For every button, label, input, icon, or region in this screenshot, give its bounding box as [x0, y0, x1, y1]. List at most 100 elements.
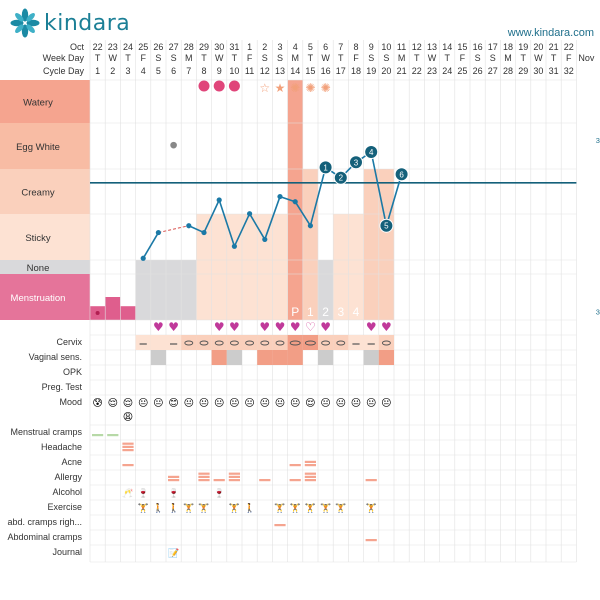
cycle-day-label: 4 [141, 66, 146, 76]
ovulation-marker: ✺ [321, 81, 331, 95]
vaginal-sensation-cell [150, 350, 166, 365]
kindara-logo[interactable]: kindara [10, 6, 130, 40]
date-label: 27 [169, 42, 179, 52]
cycle-day-label: 25 [457, 66, 467, 76]
weekday-label: M [291, 53, 299, 63]
temp-point-numbered [364, 145, 379, 159]
fluid-band-watery [0, 80, 90, 123]
temp-point-numbered [349, 155, 363, 170]
row-label: Cervix [56, 337, 82, 347]
menstruation-bar [120, 306, 136, 320]
cycle-day-label: 11 [245, 66, 254, 76]
exercise-icon: 🏋 [229, 502, 240, 514]
alcohol-icon: 🥂 [122, 488, 133, 499]
exercise-icon: 🏋 [305, 502, 316, 514]
next-month-label: Nov [578, 53, 595, 63]
weekday-label: T [95, 53, 101, 63]
weekday-label: S [155, 53, 161, 63]
cervix-open-mark [289, 340, 301, 346]
weekday-label: W [321, 53, 330, 63]
fluid-label: Creamy [21, 188, 55, 199]
cycle-day-label: 7 [186, 66, 191, 76]
weekday-label: T [201, 53, 207, 63]
cycle-day-label: 32 [564, 66, 574, 76]
fluid-label: None [27, 263, 50, 274]
date-label: 11 [397, 42, 406, 52]
date-label: 2 [262, 42, 267, 52]
temp-point [186, 223, 192, 229]
intercourse-heart: ♥ [214, 320, 225, 334]
date-label: 23 [108, 42, 118, 52]
weekday-label: S [262, 53, 268, 63]
cervix-cell [363, 335, 379, 350]
allergy-bar [228, 475, 240, 478]
exercise-icon: 🏋 [198, 502, 209, 514]
acne-bar [122, 464, 134, 467]
temp-point [247, 211, 253, 217]
mood-emoji: 😐 [336, 398, 346, 409]
weekday-label: M [398, 53, 406, 63]
cervix-cell [150, 335, 166, 350]
exercise-icon: 🏋 [335, 502, 346, 514]
date-label: 17 [488, 42, 498, 52]
mood-emoji: 😌 [123, 398, 133, 409]
temp-tick-label: 37.0 [596, 136, 600, 145]
intercourse-heart: ♥ [366, 320, 377, 334]
mood-emoji-extra: 😩 [123, 412, 133, 423]
cycle-day-label: 15 [305, 66, 315, 76]
date-label: 16 [473, 42, 483, 52]
temp-point [307, 223, 313, 229]
date-label: 21 [549, 42, 559, 52]
brand-name: kindara [44, 10, 131, 36]
mood-emoji: 😐 [320, 398, 330, 409]
intercourse-heart: ♥ [229, 320, 240, 334]
header-label: Cycle Day [43, 66, 85, 76]
site-url[interactable]: www.kindara.com [507, 27, 594, 39]
weekday-label: T [232, 53, 238, 63]
temp-point [277, 193, 283, 200]
discarded-temp-point [170, 141, 177, 149]
cervix-open-mark [275, 340, 285, 346]
menstrual-cramps-bar [107, 434, 119, 437]
fluid-bar [242, 214, 258, 320]
cycle-day-label: 19 [366, 66, 376, 76]
row-label: Acne [61, 457, 82, 467]
mood-emoji: 😐 [184, 398, 194, 409]
allergy-bar [228, 472, 240, 475]
row-label: Abdominal cramps [7, 532, 82, 542]
allergy-bar [213, 479, 225, 482]
cervix-cell [181, 335, 197, 350]
cycle-day-label: 27 [488, 66, 498, 76]
cervix-cell [272, 335, 288, 350]
fluid-band-egg-white [0, 123, 90, 169]
cervix-cell [348, 335, 364, 350]
date-label: 8 [353, 42, 358, 52]
date-label: 10 [381, 42, 391, 52]
kindara-flower-icon [10, 8, 40, 38]
weekday-label: S [171, 53, 177, 63]
mood-emoji: 😐 [229, 398, 239, 409]
cycle-day-label: 22 [412, 66, 422, 76]
cervix-open-mark [260, 340, 270, 346]
weekday-label: W [534, 53, 543, 63]
weekday-label: F [460, 53, 466, 63]
cervix-open-mark [304, 340, 316, 346]
vaginal-sensation-cell [287, 350, 303, 365]
temp-point [155, 229, 161, 236]
row-label: Journal [52, 547, 82, 557]
date-label: 25 [138, 42, 148, 52]
cycle-day-label: 8 [201, 66, 206, 76]
cycle-day-label: 16 [321, 66, 331, 76]
mood-emoji: 😌 [108, 398, 118, 409]
weekday-label: F [566, 53, 572, 63]
date-label: 14 [442, 42, 452, 52]
mood-emoji: 😊 [168, 398, 178, 409]
mood-emoji: 😐 [290, 398, 300, 409]
spotting-dot [95, 311, 100, 315]
temp-segment [142, 232, 160, 259]
date-label: 19 [518, 42, 528, 52]
cervix-open-mark [381, 340, 391, 346]
temp-point [231, 243, 237, 249]
date-label: 30 [214, 42, 224, 52]
intercourse-heart: ♥ [153, 320, 164, 334]
